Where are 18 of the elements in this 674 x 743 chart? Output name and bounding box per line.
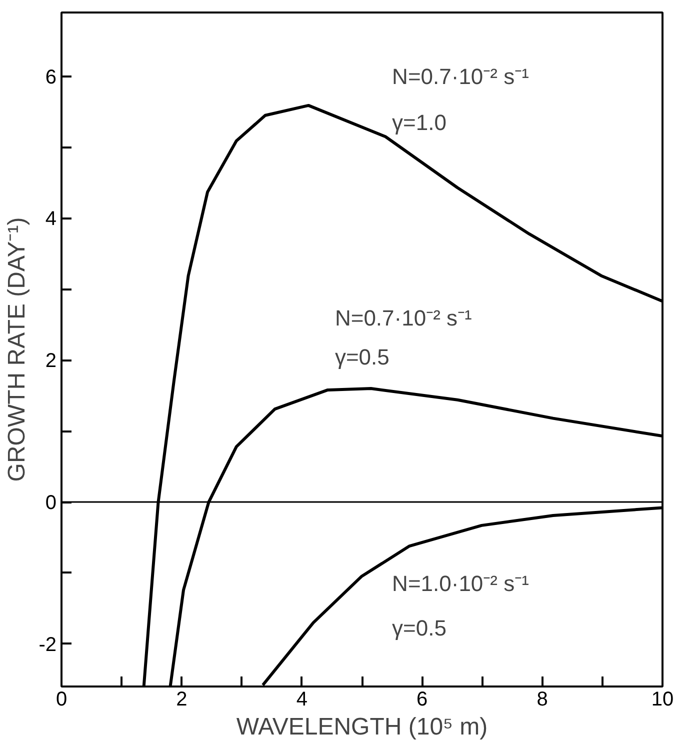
x-tick-label: 2 bbox=[176, 688, 188, 710]
y-tick-label: -2 bbox=[38, 634, 57, 656]
annotation: N=0.7·10⁻² s⁻¹ bbox=[334, 305, 472, 330]
y-tick-label: 0 bbox=[45, 492, 56, 514]
annotation: γ=1.0 bbox=[392, 110, 446, 135]
annotation: N=0.7·10⁻² s⁻¹ bbox=[392, 64, 529, 90]
x-tick-label: 4 bbox=[296, 688, 308, 710]
y-tick-label: 6 bbox=[45, 66, 56, 88]
y-tick-label: 2 bbox=[45, 350, 56, 372]
y-axis-title: GROWTH RATE (DAY⁻¹) bbox=[4, 217, 31, 482]
y-tick-label: 4 bbox=[45, 208, 56, 230]
x-axis-title: WAVELENGTH (10⁵ m) bbox=[236, 714, 488, 740]
x-tick-label: 8 bbox=[536, 688, 548, 710]
x-tick-label: 6 bbox=[416, 688, 428, 710]
annotation: N=1.0·10⁻² s⁻¹ bbox=[392, 570, 529, 596]
annotation: γ=0.5 bbox=[392, 615, 446, 640]
annotation: γ=0.5 bbox=[334, 344, 390, 370]
x-tick-label: 10 bbox=[651, 688, 674, 710]
